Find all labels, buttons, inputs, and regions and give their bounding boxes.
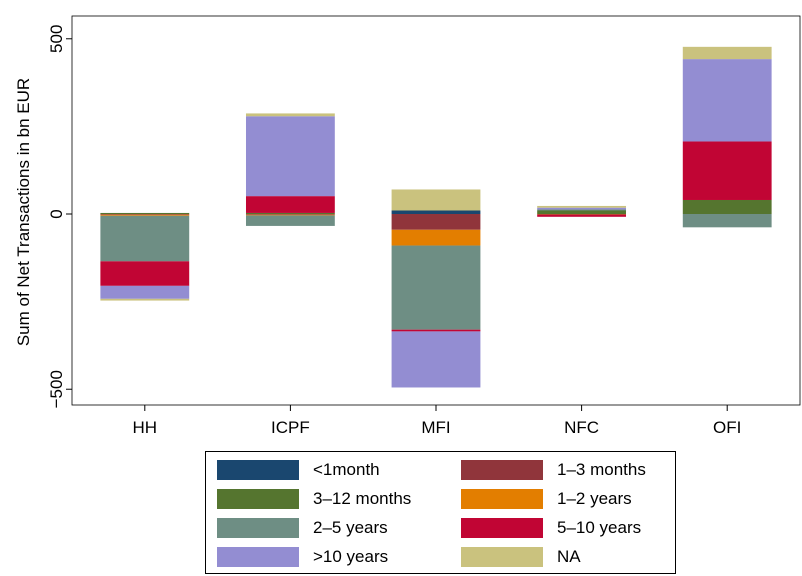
x-tick-label: ICPF — [271, 418, 310, 437]
x-tick-label: MFI — [421, 418, 450, 437]
legend-label: NA — [557, 547, 581, 566]
legend-label: 1–2 years — [557, 489, 632, 508]
bar-segment — [100, 212, 190, 215]
legend: <1month 1–3 months 3–12 months 1–2 years 2–5… — [205, 451, 676, 574]
bar-segment — [391, 189, 481, 211]
bar-segment — [100, 285, 190, 299]
bar-segment — [682, 59, 772, 142]
legend-item: 1–3 months — [461, 459, 646, 481]
y-tick-label: 500 — [47, 25, 66, 53]
bar-segment — [537, 207, 627, 210]
x-tick-label: OFI — [713, 418, 741, 437]
bar-segment — [391, 214, 481, 230]
bar-segment — [537, 214, 627, 217]
legend-item: 1–2 years — [461, 488, 632, 510]
bar-segment — [245, 196, 335, 213]
bar-segment — [682, 46, 772, 60]
bar-segment — [682, 214, 772, 228]
bar-segment — [245, 214, 335, 215]
x-tick-label: NFC — [564, 418, 599, 437]
bar-segment — [245, 116, 335, 197]
bar-segment — [682, 199, 772, 215]
legend-item: <1month — [217, 459, 380, 481]
legend-label: 3–12 months — [313, 489, 412, 508]
bar-segment — [100, 298, 190, 301]
legend-swatch — [461, 518, 543, 538]
legend-swatch — [217, 518, 299, 538]
y-axis-label: Sum of Net Transactions in bn EUR — [14, 78, 33, 346]
bar-segment — [100, 215, 190, 262]
legend-swatch — [461, 460, 543, 480]
bar-segment — [391, 331, 481, 388]
chart: −500 0 500 HH ICPF MFI NFC OFI Sum of Net Trans… — [14, 15, 801, 437]
bar-segment — [100, 214, 190, 215]
bar-segment — [537, 205, 627, 208]
bar-segment — [537, 209, 627, 211]
legend-swatch — [217, 547, 299, 567]
legend-item: >10 years — [217, 546, 388, 568]
bar-segment — [391, 245, 481, 330]
legend-swatch — [461, 489, 543, 509]
legend-item: 3–12 months — [217, 488, 411, 510]
bar-segment — [245, 212, 335, 215]
legend-label: >10 years — [313, 547, 389, 566]
bar-segment — [537, 214, 627, 215]
y-tick-label: 0 — [47, 209, 66, 218]
legend-label: 1–3 months — [557, 460, 646, 479]
legend-label: 5–10 years — [557, 518, 642, 537]
y-tick-label: −500 — [47, 370, 66, 408]
legend-swatch — [461, 547, 543, 567]
bar-segment — [391, 229, 481, 246]
bar-segment — [682, 141, 772, 200]
bar-segment — [245, 214, 335, 216]
axes: −500 0 500 HH ICPF MFI NFC OFI — [47, 25, 741, 437]
legend-label: 2–5 years — [313, 518, 388, 537]
legend-swatch — [217, 460, 299, 480]
legend-swatch — [217, 489, 299, 509]
legend-item: NA — [461, 546, 581, 568]
bar-segment — [245, 113, 335, 117]
bar-segment — [391, 210, 481, 215]
legend-item: 5–10 years — [461, 517, 641, 539]
bar-segment — [537, 210, 627, 215]
legend-label: <1month — [313, 460, 380, 479]
legend-item: 2–5 years — [217, 517, 388, 539]
bar-segment — [245, 215, 335, 226]
bar-segment — [391, 329, 481, 332]
bar-segment — [100, 261, 190, 286]
bars — [100, 46, 772, 388]
x-tick-label: HH — [133, 418, 158, 437]
bar-segment — [100, 214, 190, 216]
bar-segment — [537, 214, 627, 215]
